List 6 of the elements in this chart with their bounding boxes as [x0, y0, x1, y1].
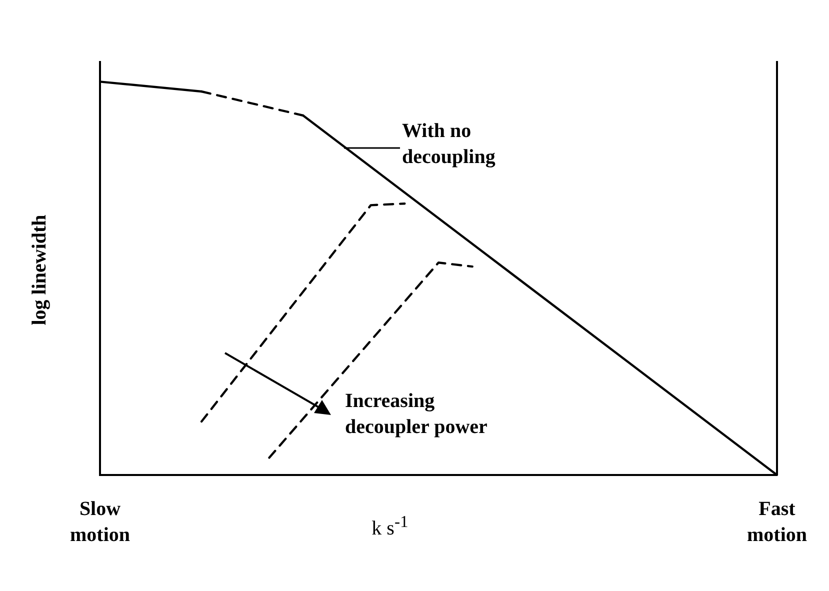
y-axis-title: log linewidth	[28, 214, 52, 326]
x-axis-title: k s$^{-1}$	[372, 512, 408, 541]
annotation: Increasing decoupler power	[345, 389, 488, 440]
x-tick-label: Slow motion	[70, 498, 130, 546]
x-tick-label: Fast motion	[747, 498, 807, 546]
annotation: With no decoupling	[402, 119, 496, 170]
